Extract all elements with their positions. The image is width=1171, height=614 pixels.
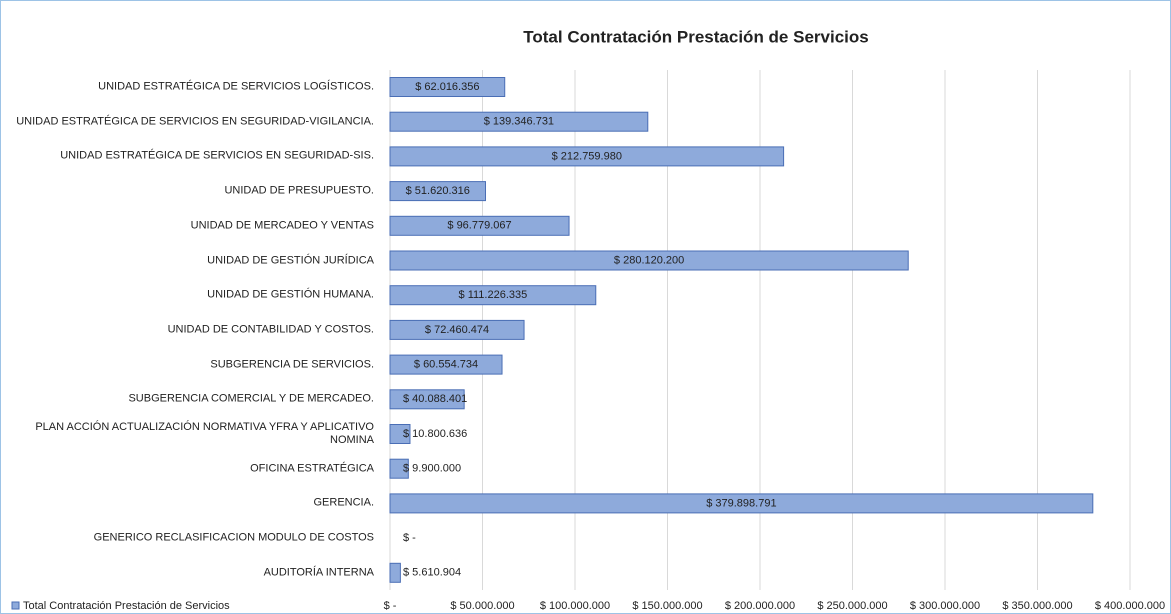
data-label: $ 51.620.316: [406, 185, 470, 197]
data-label: $ 96.779.067: [447, 220, 511, 232]
data-label: $ 212.759.980: [552, 150, 622, 162]
data-label: $ 280.120.200: [614, 254, 684, 266]
bar: [389, 389, 465, 410]
bar: [389, 424, 411, 444]
x-tick-label: $ -: [384, 600, 397, 612]
x-tick-label: $ 100.000.000: [540, 600, 610, 612]
y-tick-label: UNIDAD ESTRATÉGICA DE SERVICIOS EN SEGUR…: [60, 149, 374, 162]
bar: [389, 354, 503, 375]
y-tick-label: PLAN ACCIÓN ACTUALIZACIÓN NORMATIVA YFRA…: [35, 421, 374, 446]
data-label: $ 62.016.356: [415, 81, 479, 93]
data-label: $ 9.900.000: [403, 463, 461, 475]
x-tick-label: $ 200.000.000: [725, 600, 795, 612]
bar: [389, 458, 409, 479]
y-tick-label: UNIDAD ESTRATÉGICA DE SERVICIOS EN SEGUR…: [16, 115, 374, 128]
data-label: $ 60.554.734: [414, 359, 478, 371]
data-label: $ 5.610.904: [403, 567, 461, 579]
data-label: $ 72.460.474: [425, 324, 489, 336]
bar: [389, 250, 909, 271]
y-tick-label: SUBGERENCIA DE SERVICIOS.: [210, 358, 374, 371]
bar: [389, 181, 486, 202]
bar: [389, 77, 506, 97]
bar: [389, 215, 570, 236]
data-label: $ 111.226.335: [459, 289, 528, 301]
y-tick-label: UNIDAD DE GESTIÓN HUMANA.: [207, 288, 374, 301]
y-tick-label: GERENCIA.: [313, 496, 374, 509]
bar: [389, 562, 401, 583]
legend-label: Total Contratación Prestación de Servici…: [23, 600, 230, 612]
y-tick-label: UNIDAD DE PRESUPUESTO.: [224, 184, 374, 197]
data-label: $ 139.346.731: [484, 116, 554, 128]
bar: [389, 493, 1094, 514]
y-tick-label: UNIDAD DE GESTIÓN JURÍDICA: [207, 254, 374, 266]
data-label: $ 40.088.401: [403, 393, 467, 405]
bar: [389, 146, 785, 167]
x-tick-label: $ 150.000.000: [632, 600, 702, 612]
legend-swatch: [11, 601, 20, 610]
bar: [389, 111, 649, 132]
x-tick-label: $ 250.000.000: [817, 600, 887, 612]
y-tick-label: SUBGERENCIA COMERCIAL Y DE MERCADEO.: [128, 392, 374, 405]
data-label: $ -: [403, 532, 416, 544]
chart-title: Total Contratación Prestación de Servici…: [523, 27, 868, 46]
x-tick-label: $ 50.000.000: [450, 600, 514, 612]
y-tick-label: UNIDAD DE MERCADEO Y VENTAS: [190, 219, 374, 232]
y-tick-label: UNIDAD DE CONTABILIDAD Y COSTOS.: [167, 323, 374, 336]
bar: [389, 285, 597, 306]
x-tick-label: $ 300.000.000: [910, 600, 980, 612]
bar: [389, 319, 525, 340]
data-label: $ 379.898.791: [706, 497, 776, 509]
y-tick-label: GENERICO RECLASIFICACION MODULO DE COSTO…: [93, 531, 374, 544]
data-label: $ 10.800.636: [403, 428, 467, 440]
x-tick-label: $ 400.000.000: [1095, 600, 1165, 612]
x-tick-label: $ 350.000.000: [1002, 600, 1072, 612]
y-tick-label: OFICINA ESTRATÉGICA: [250, 462, 374, 475]
y-tick-label: AUDITORÍA INTERNA: [263, 566, 374, 579]
y-tick-label: UNIDAD ESTRATÉGICA DE SERVICIOS LOGÍSTIC…: [98, 80, 374, 93]
